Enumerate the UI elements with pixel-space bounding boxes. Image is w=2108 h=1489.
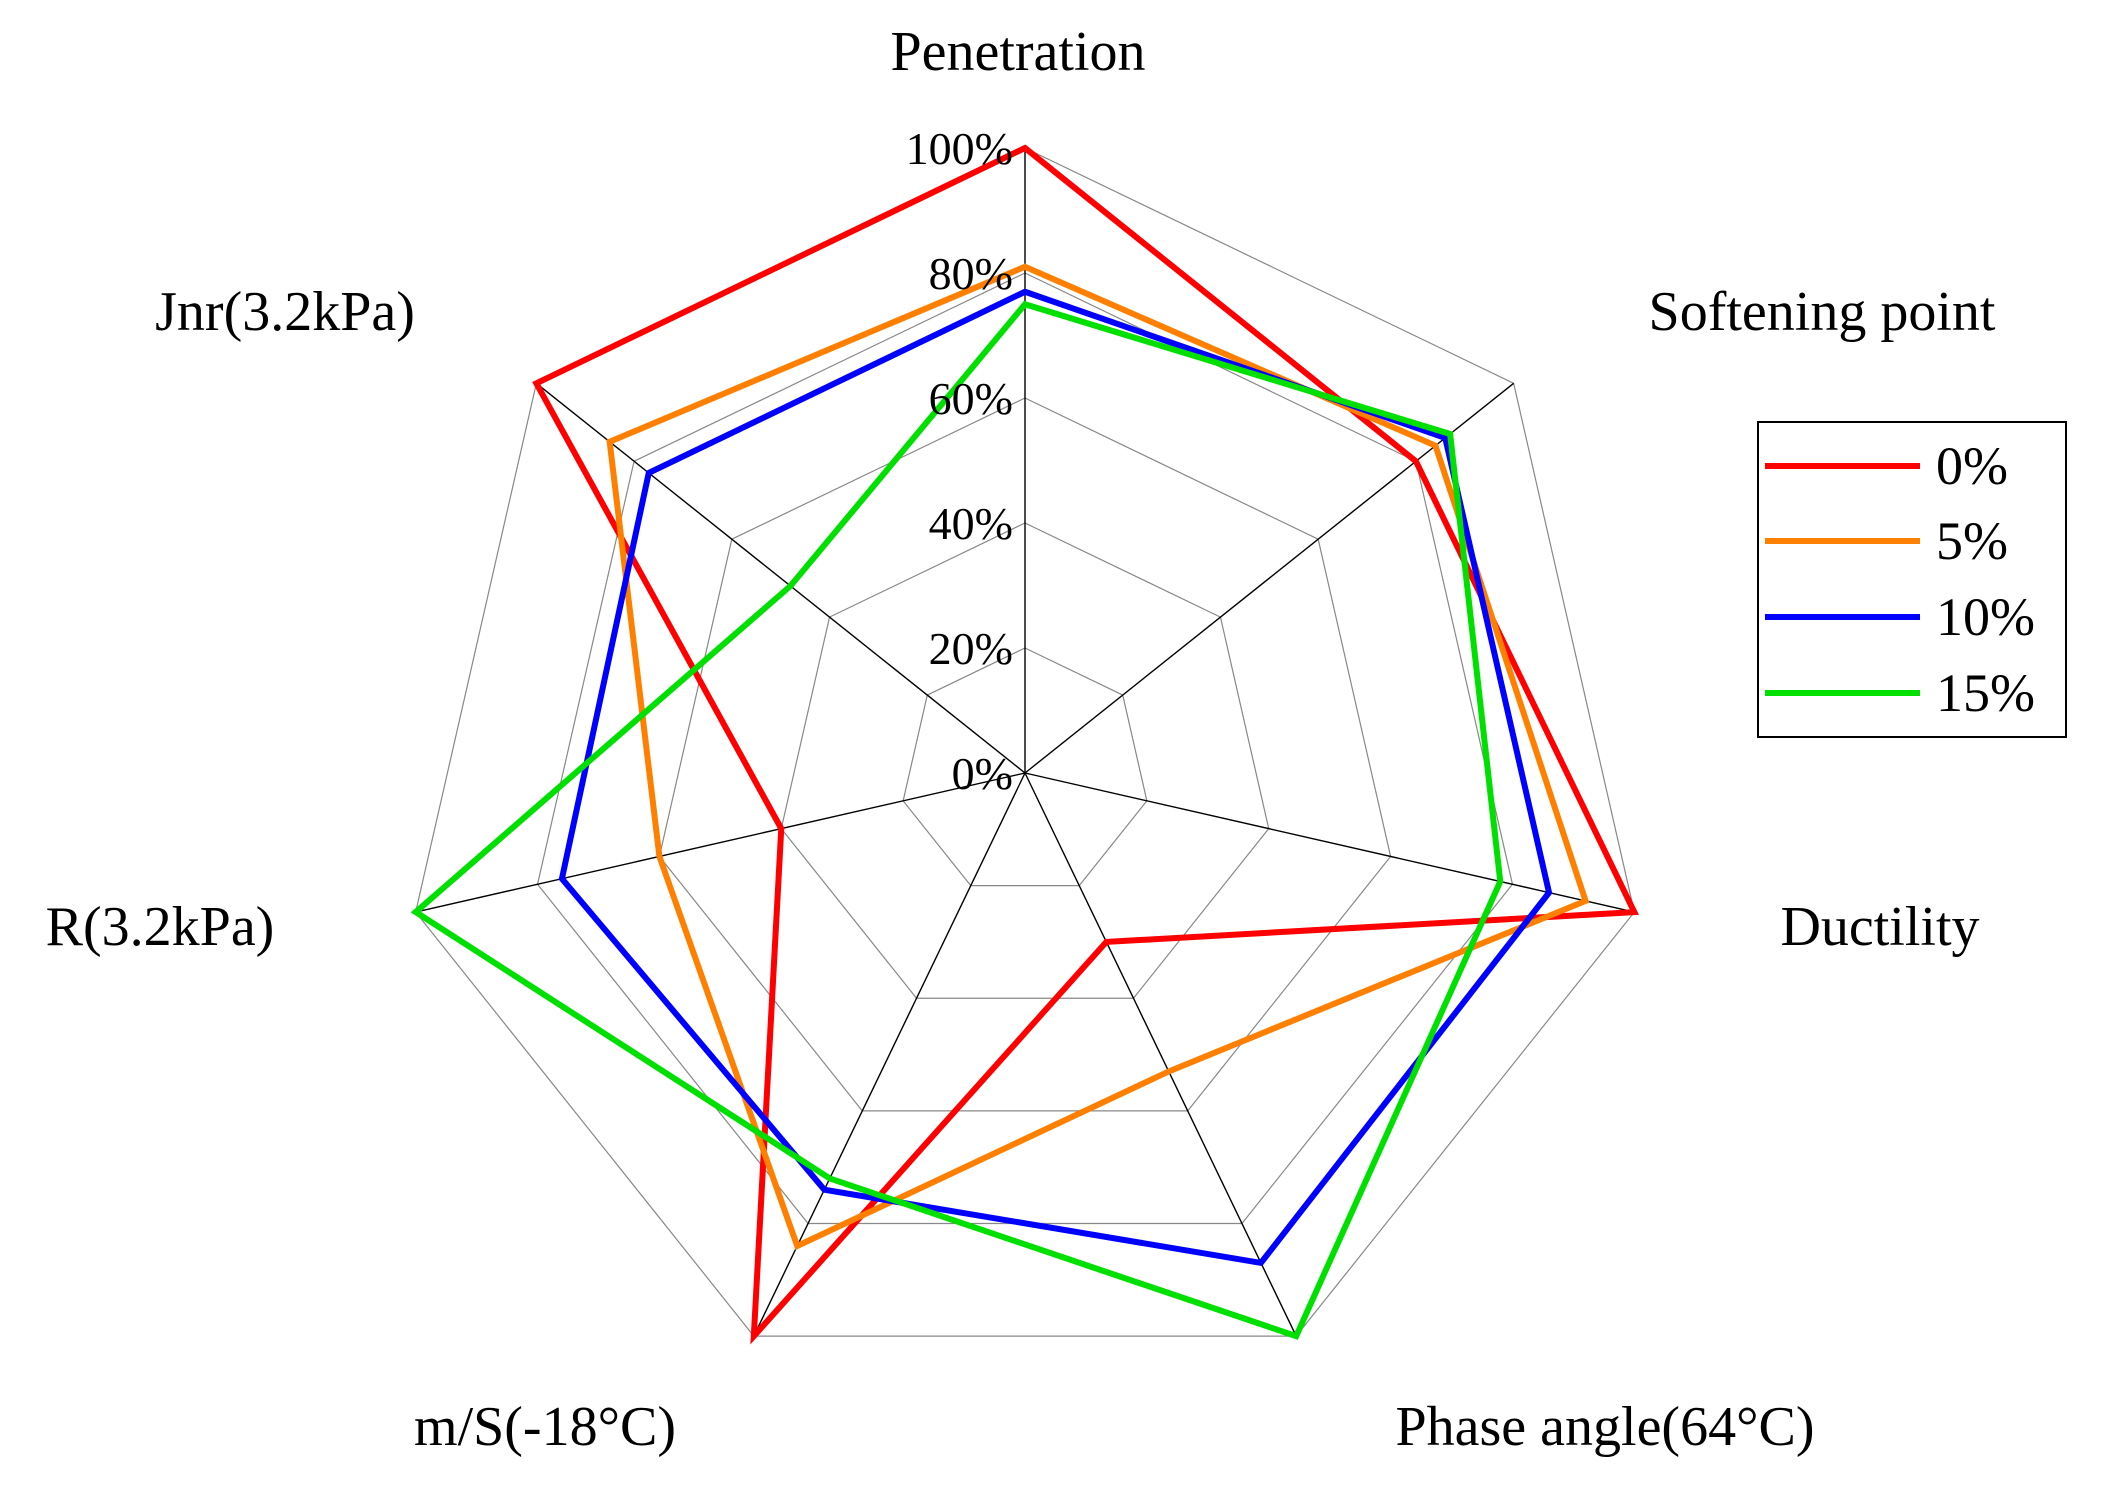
legend-label-2: 10% [1936,587,2035,647]
legend-label-1: 5% [1936,511,2008,571]
grid-ring-100 [415,147,1635,1337]
axis-label-r: R(3.2kPa) [46,896,275,958]
series-line-0 [532,144,1639,1345]
series-1 [606,263,1590,1251]
axis-labels: Penetration Softening point Ductility Ph… [46,21,1996,1458]
grid-ring-20 [902,647,1148,887]
axis-label-jnr: Jnr(3.2kPa) [155,281,415,343]
radial-tick-label: 20% [929,623,1013,674]
series-line-1 [606,263,1590,1251]
legend-label-3: 15% [1936,663,2035,723]
axis-label-phase-angle: Phase angle(64°C) [1396,1396,1815,1458]
axis-label-ms: m/S(-18°C) [414,1396,676,1458]
radial-ticks: 0% 20% 40% 60% 80% 100% [906,123,1013,799]
series-3 [410,300,1504,1340]
axis-spoke-6 [535,382,1026,774]
axis-label-ductility: Ductility [1780,896,1979,958]
radar-grid [415,147,1635,1337]
radial-tick-label: 0% [952,748,1013,799]
axis-spoke-4 [753,772,1026,1337]
axis-label-penetration: Penetration [890,21,1145,83]
legend-item: 15% [1765,663,2035,723]
series-line-2 [558,288,1553,1267]
axis-spoke-1 [1024,382,1515,774]
legend-box [1757,421,2067,738]
radial-tick-label: 100% [906,123,1013,174]
series-0 [532,144,1639,1345]
series-2 [558,288,1553,1267]
axis-label-softening-point: Softening point [1649,281,1996,343]
radial-tick-label: 60% [929,373,1013,424]
radial-tick-label: 40% [929,498,1013,549]
legend: 0% 5% 10% 15% [1757,421,2067,738]
legend-label-0: 0% [1936,436,2008,496]
radar-series [410,144,1639,1345]
radial-tick-label: 80% [929,248,1013,299]
legend-item: 5% [1765,511,2008,571]
grid-ring-40 [780,522,1270,999]
axis-spoke-5 [415,772,1026,913]
grid-ring-60 [658,397,1392,1112]
legend-item: 10% [1765,587,2035,647]
series-line-3 [410,300,1504,1340]
axis-spoke-2 [1024,772,1635,913]
legend-item: 0% [1765,436,2008,496]
axis-spoke-3 [1024,772,1297,1337]
